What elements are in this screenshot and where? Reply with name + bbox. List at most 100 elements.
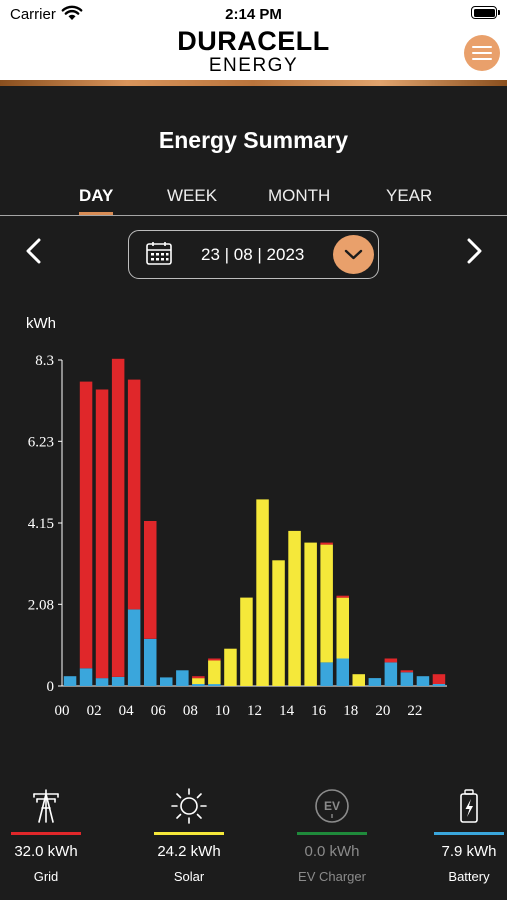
bar-battery xyxy=(63,676,77,686)
bar-grid xyxy=(192,676,205,679)
solar-value: 24.2 kWh xyxy=(157,843,221,860)
bar-grid xyxy=(384,658,398,663)
bar-grid xyxy=(127,379,141,610)
sun-icon xyxy=(171,788,207,824)
bar-grid xyxy=(95,389,109,679)
bar-grid xyxy=(208,658,221,661)
bar-battery xyxy=(192,684,205,686)
bar-solar xyxy=(320,544,333,663)
bar-battery xyxy=(368,678,382,686)
bar-battery xyxy=(416,676,430,686)
previous-date-button[interactable] xyxy=(22,236,46,266)
bar-solar xyxy=(272,560,285,686)
bar-solar xyxy=(192,678,205,684)
power-pylon-icon xyxy=(33,789,59,823)
battery-label: Battery xyxy=(448,869,490,884)
y-tick-label: 6.23 xyxy=(28,434,54,450)
bar-grid xyxy=(432,674,446,684)
x-tick-label: 04 xyxy=(119,703,135,719)
x-tick-label: 08 xyxy=(183,703,198,719)
grid-value: 32.0 kWh xyxy=(14,843,78,860)
bar-solar xyxy=(352,674,365,686)
x-tick-label: 22 xyxy=(407,703,422,719)
bar-grid xyxy=(336,595,349,598)
bar-battery xyxy=(160,677,173,686)
x-tick-label: 00 xyxy=(55,703,70,719)
date-picker[interactable]: 23 | 08 | 2023 xyxy=(128,230,379,279)
bar-solar xyxy=(224,648,237,686)
y-tick-label: 8.3 xyxy=(35,353,54,369)
bar-solar xyxy=(288,530,301,686)
battery-color-line xyxy=(434,832,504,835)
tab-day[interactable]: DAY xyxy=(79,186,114,205)
bar-battery xyxy=(127,609,141,686)
calendar-icon xyxy=(146,242,172,265)
bar-battery xyxy=(208,684,221,686)
bar-solar xyxy=(304,542,317,686)
status-battery-icon xyxy=(471,6,500,19)
bar-grid xyxy=(400,670,414,673)
tab-week[interactable]: WEEK xyxy=(167,186,218,205)
chevron-right-icon xyxy=(467,238,482,264)
next-date-button[interactable] xyxy=(462,236,486,266)
x-tick-label: 16 xyxy=(311,703,327,719)
clock: 2:14 PM xyxy=(225,6,282,23)
active-tab-indicator xyxy=(79,212,113,215)
tab-month[interactable]: MONTH xyxy=(268,186,331,205)
solar-color-line xyxy=(154,832,224,835)
carrier-label: Carrier xyxy=(10,6,56,23)
bar-solar xyxy=(240,597,253,686)
y-tick-label: 2.08 xyxy=(28,597,54,613)
y-axis-unit-label: kWh xyxy=(26,315,56,332)
bar-battery xyxy=(79,668,93,686)
header-accent-strip xyxy=(0,80,507,86)
energy-bar-chart: kWh 0 2.08 4.15 6.23 8.3 00 02 04 06 08 10 12 14 16 18 2… xyxy=(26,315,447,719)
bar-grid xyxy=(79,381,93,669)
ev-charger-value: 0.0 kWh xyxy=(304,843,360,860)
tab-year[interactable]: YEAR xyxy=(386,186,433,205)
y-tick-label: 0 xyxy=(47,679,55,695)
battery-icon xyxy=(460,789,478,823)
svg-text:EV: EV xyxy=(324,799,340,813)
bar-battery xyxy=(144,638,157,686)
ev-charger-label: EV Charger xyxy=(298,869,366,884)
app-header: Carrier 2:14 PM DURACELL ENERGY xyxy=(0,0,507,82)
bar-grid xyxy=(144,521,157,639)
page-title: Energy Summary xyxy=(158,127,349,153)
menu-button[interactable] xyxy=(464,35,500,71)
solar-label: Solar xyxy=(173,869,205,884)
bar-battery xyxy=(384,662,398,686)
bar-battery xyxy=(111,677,125,686)
bar-battery xyxy=(400,672,414,686)
wifi-icon xyxy=(61,5,83,20)
bar-battery xyxy=(320,662,333,686)
x-tick-label: 20 xyxy=(375,703,390,719)
bar-solar xyxy=(336,597,349,659)
y-tick-label: 4.15 xyxy=(28,516,54,532)
bar-solar xyxy=(208,660,221,685)
ev-charger-color-line xyxy=(297,832,367,835)
date-dropdown-button[interactable] xyxy=(333,235,374,274)
x-tick-label: 18 xyxy=(343,703,358,719)
brand-logo: DURACELL xyxy=(177,26,330,56)
x-tick-label: 14 xyxy=(279,703,295,719)
bar-battery xyxy=(336,658,349,686)
menu-icon xyxy=(472,46,492,48)
chevron-down-icon xyxy=(344,249,363,260)
chevron-left-icon xyxy=(26,238,41,264)
bar-battery xyxy=(95,678,109,686)
bar-battery xyxy=(176,670,189,686)
tabs-divider xyxy=(0,215,507,216)
x-tick-label: 10 xyxy=(215,703,230,719)
bar-grid xyxy=(111,358,125,677)
x-tick-label: 02 xyxy=(87,703,102,719)
selected-date: 23 | 08 | 2023 xyxy=(201,245,305,264)
battery-value: 7.9 kWh xyxy=(441,843,497,860)
bar-grid xyxy=(320,542,333,545)
brand-subtitle: ENERGY xyxy=(208,55,299,76)
ev-charger-icon: EV xyxy=(315,789,349,823)
bar-solar xyxy=(256,499,269,686)
x-tick-label: 06 xyxy=(151,703,167,719)
grid-label: Grid xyxy=(33,869,59,884)
bar-battery xyxy=(432,684,446,686)
